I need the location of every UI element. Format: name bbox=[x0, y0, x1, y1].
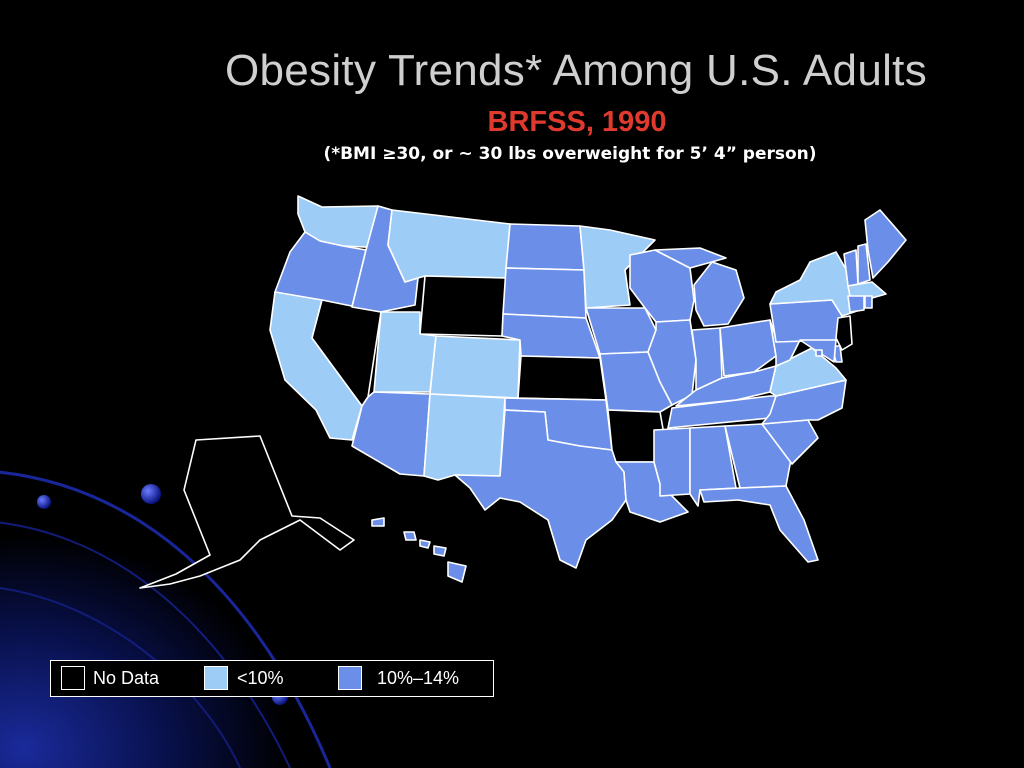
state-dc bbox=[815, 349, 823, 357]
state-ks bbox=[517, 355, 607, 401]
legend-swatch-no-data bbox=[61, 666, 85, 690]
background-arc bbox=[0, 587, 241, 768]
map-legend: No Data <10% 10%–14% bbox=[50, 660, 494, 697]
state-co bbox=[429, 335, 521, 399]
state-fl bbox=[699, 485, 819, 563]
state-ms bbox=[653, 427, 691, 497]
legend-swatch-mid bbox=[338, 666, 362, 690]
state-az bbox=[351, 391, 431, 477]
legend-label-no-data: No Data bbox=[93, 668, 160, 688]
legend-label-mid: 10%–14% bbox=[377, 668, 460, 688]
state-me bbox=[864, 209, 907, 279]
state-ct bbox=[847, 295, 865, 313]
state-ri bbox=[864, 295, 873, 309]
legend-label-low: <10% bbox=[237, 668, 284, 688]
state-mn bbox=[579, 225, 656, 309]
state-hi bbox=[371, 517, 467, 583]
bmi-footnote: (*BMI ≥30, or ~ 30 lbs overweight for 5’… bbox=[323, 144, 817, 164]
slide-title: Obesity Trends* Among U.S. Adults bbox=[224, 46, 928, 95]
state-ak bbox=[139, 435, 355, 589]
state-nj bbox=[835, 315, 853, 351]
slide-subtitle: BRFSS, 1990 bbox=[487, 106, 667, 138]
state-nm bbox=[423, 393, 506, 481]
state-mt bbox=[387, 209, 511, 283]
state-nc bbox=[761, 379, 847, 425]
state-tx bbox=[454, 409, 627, 569]
state-wy bbox=[419, 275, 507, 337]
state-oh bbox=[719, 319, 777, 377]
state-ma bbox=[847, 281, 887, 299]
state-nd bbox=[505, 223, 585, 271]
state-mi bbox=[654, 247, 745, 327]
background-arc bbox=[0, 470, 332, 768]
legend-swatch-low bbox=[204, 666, 228, 690]
state-sd bbox=[502, 267, 587, 319]
state-pa bbox=[769, 299, 843, 343]
background-orb bbox=[37, 495, 51, 509]
background-orb bbox=[141, 484, 161, 504]
background-arc bbox=[0, 521, 291, 768]
